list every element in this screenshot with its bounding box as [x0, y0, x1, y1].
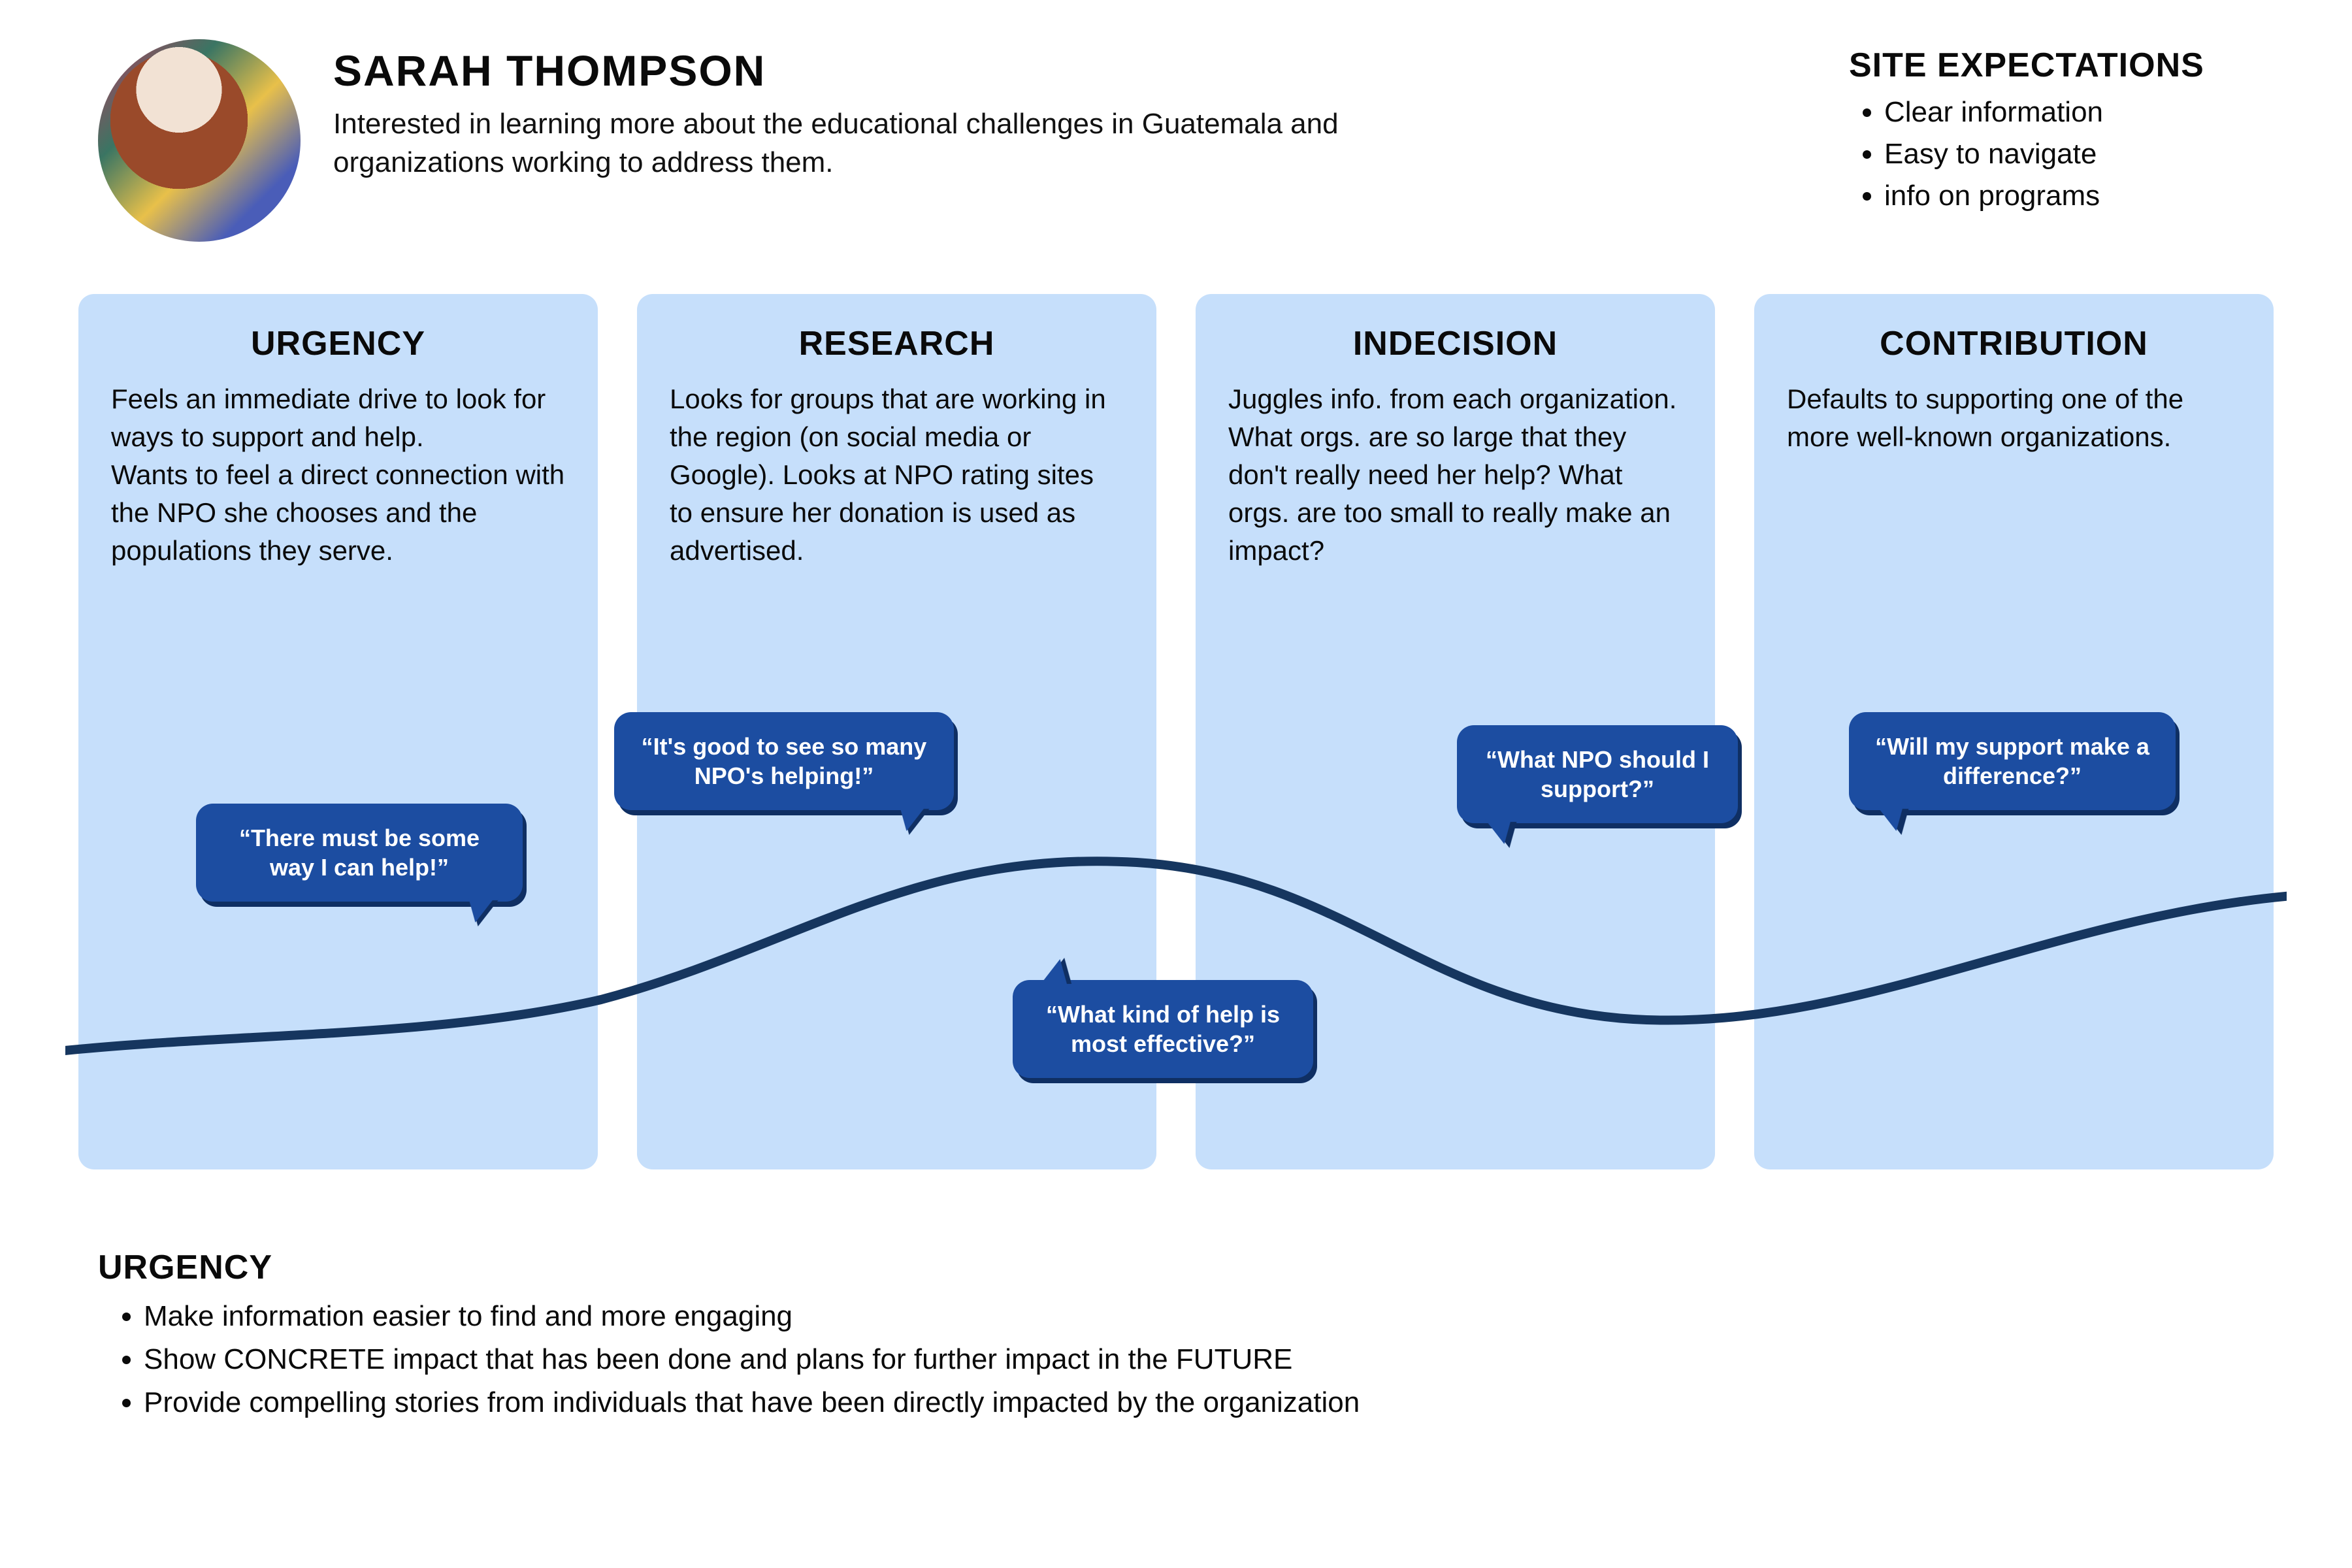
avatar: [98, 39, 301, 242]
quote-bubble: “It's good to see so many NPO's helping!…: [614, 712, 954, 810]
quote-bubble: “What NPO should I support?”: [1457, 725, 1738, 823]
site-expectations: SITE EXPECTATIONS Clear information Easy…: [1849, 39, 2254, 216]
card-title: CONTRIBUTION: [1787, 324, 2241, 363]
card-body: Juggles info. from each organization. Wh…: [1228, 380, 1682, 570]
persona-name: SARAH THOMPSON: [333, 46, 1816, 95]
quote-text: “There must be some way I can help!”: [239, 825, 480, 881]
recommendations-item: Make information easier to find and more…: [144, 1295, 2254, 1338]
expectations-item: Clear information: [1884, 91, 2254, 133]
card-title: INDECISION: [1228, 324, 1682, 363]
quote-bubble: “What kind of help is most effective?”: [1013, 980, 1313, 1078]
header: SARAH THOMPSON Interested in learning mo…: [78, 39, 2274, 242]
journey-card-urgency: URGENCY Feels an immediate drive to look…: [78, 294, 598, 1169]
card-body: Defaults to supporting one of the more w…: [1787, 380, 2241, 456]
profile-block: SARAH THOMPSON Interested in learning mo…: [333, 39, 1816, 182]
quote-text: “Will my support make a difference?”: [1875, 733, 2149, 789]
persona-journey-map: SARAH THOMPSON Interested in learning mo…: [0, 0, 2352, 1568]
card-body: Feels an immediate drive to look for way…: [111, 380, 565, 570]
quote-bubble: “Will my support make a difference?”: [1849, 712, 2176, 810]
card-body: Looks for groups that are working in the…: [670, 380, 1124, 570]
recommendations-item: Provide compelling stories from individu…: [144, 1381, 2254, 1424]
recommendations: URGENCY Make information easier to find …: [78, 1248, 2274, 1424]
quote-bubble: “There must be some way I can help!”: [196, 804, 523, 902]
quote-text: “What kind of help is most effective?”: [1046, 1001, 1280, 1057]
quote-text: “What NPO should I support?”: [1486, 746, 1709, 802]
expectations-title: SITE EXPECTATIONS: [1849, 46, 2254, 85]
recommendations-list: Make information easier to find and more…: [98, 1295, 2254, 1424]
expectations-item: Easy to navigate: [1884, 133, 2254, 175]
quote-text: “It's good to see so many NPO's helping!…: [642, 733, 927, 789]
expectations-item: info on programs: [1884, 175, 2254, 217]
expectations-list: Clear information Easy to navigate info …: [1849, 91, 2254, 216]
persona-description: Interested in learning more about the ed…: [333, 105, 1392, 182]
recommendations-title: URGENCY: [98, 1248, 2254, 1287]
recommendations-item: Show CONCRETE impact that has been done …: [144, 1338, 2254, 1381]
journey-section: URGENCY Feels an immediate drive to look…: [78, 294, 2274, 1209]
card-title: URGENCY: [111, 324, 565, 363]
card-title: RESEARCH: [670, 324, 1124, 363]
